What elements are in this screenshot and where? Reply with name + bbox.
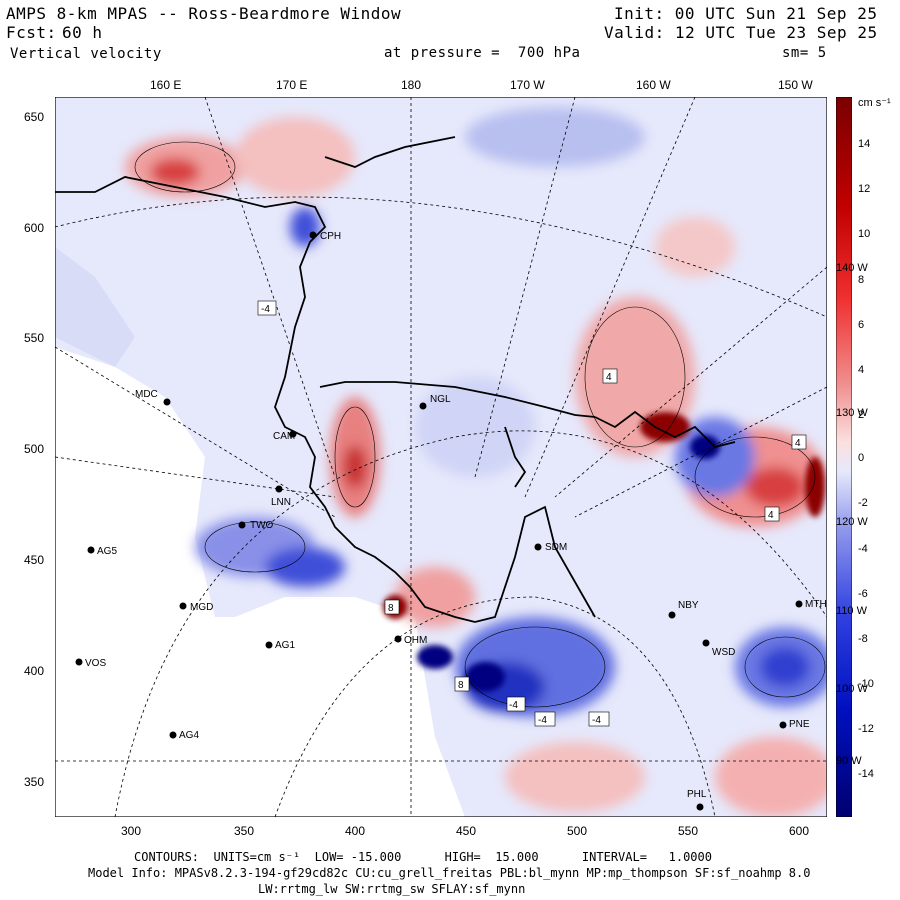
contour-label: 8 (388, 603, 394, 614)
plot-title: AMPS 8-km MPAS -- Ross-Beardmore Window (6, 4, 402, 23)
lon-label: 160 E (150, 78, 182, 92)
colorbar-label: 0 (858, 452, 865, 464)
colorbar-label: 10 (858, 228, 871, 240)
station-label: NBY (678, 600, 699, 611)
lon-marker: 140 W (836, 262, 868, 274)
station-label: LNN (271, 497, 291, 508)
init-time: Init: 00 UTC Sun 21 Sep 25 (614, 4, 878, 23)
station-label: MDC (135, 389, 158, 400)
lon-marker: 120 W (836, 516, 868, 528)
x-tick: 350 (234, 824, 255, 838)
colorbar (836, 97, 852, 817)
contour-label: -4 (592, 715, 601, 726)
no-data-region (55, 347, 465, 817)
velocity-field (125, 107, 827, 817)
colorbar-label: -4 (858, 543, 868, 555)
colorbar-label: -8 (858, 633, 868, 645)
x-tick: 600 (789, 824, 810, 838)
contours (134, 141, 826, 708)
y-tick: 650 (24, 110, 45, 124)
colorbar-label: 4 (858, 364, 865, 376)
colorbar-label: 8 (858, 274, 865, 286)
contour-label: 4 (606, 372, 612, 383)
station-label: OHM (404, 635, 427, 646)
velocity-cores (383, 412, 825, 692)
x-tick: 500 (567, 824, 588, 838)
contour-label: 4 (795, 438, 801, 449)
station-label: MTH (805, 599, 827, 610)
y-tick: 600 (24, 221, 45, 235)
x-tick: 450 (456, 824, 477, 838)
valid-time: Valid: 12 UTC Tue 23 Sep 25 (604, 23, 878, 42)
pressure-level: at pressure = 700 hPa (384, 45, 581, 61)
graticule (55, 97, 827, 817)
forecast-label: Fcst: (6, 23, 57, 42)
colorbar-label: -2 (858, 497, 868, 509)
lon-label: 160 W (636, 78, 671, 92)
contour-label: -4 (509, 700, 518, 711)
field-name: Vertical velocity (10, 46, 162, 62)
y-tick: 500 (24, 442, 45, 456)
contour-label: -4 (261, 304, 270, 315)
model-info: Model Info: MPASv8.2.3-194-gf29cd82c CU:… (88, 866, 811, 880)
colorbar-units: cm s⁻¹ (858, 97, 891, 109)
colorbar-label: -12 (858, 723, 874, 735)
x-tick: 400 (345, 824, 366, 838)
x-tick: 300 (121, 824, 142, 838)
y-tick: 550 (24, 331, 45, 345)
station-label: CAM (273, 431, 295, 442)
lon-label: 170 W (510, 78, 545, 92)
lon-marker: 100 W (836, 683, 868, 695)
y-tick: 400 (24, 664, 45, 678)
colorbar-label: -6 (858, 588, 868, 600)
station-label: TWO (250, 520, 274, 531)
colorbar-label: -10 (858, 678, 874, 690)
station-dots (75, 231, 803, 811)
station-label: CPH (320, 231, 341, 242)
coastline (55, 136, 736, 623)
lon-marker: 90 W (836, 755, 862, 767)
lon-label: 150 W (778, 78, 813, 92)
lon-marker: 110 W (836, 605, 867, 617)
station-label: VOS (85, 658, 106, 669)
model-info-physics: LW:rrtmg_lw SW:rrtmg_sw SFLAY:sf_mynn (258, 882, 526, 896)
contour-info: CONTOURS: UNITS=cm s⁻¹ LOW= -15.000 HIGH… (134, 850, 712, 864)
contour-label: -4 (538, 715, 547, 726)
lon-label: 170 E (276, 78, 308, 92)
station-label: PHL (687, 789, 707, 800)
colorbar-label: -14 (858, 768, 874, 780)
colorbar-label: 14 (858, 138, 871, 150)
station-label: AG1 (275, 640, 295, 651)
lon-marker: 130 W (836, 407, 868, 419)
colorbar-label: 2 (858, 409, 865, 421)
smoothing: sm= 5 (782, 45, 827, 61)
vertical-velocity-map: CPH MDC NGL CAM LNN TWO AG5 MGD AG1 VOS … (55, 97, 827, 817)
weak-descent-region (55, 247, 135, 367)
y-tick: 350 (24, 775, 45, 789)
y-tick: 450 (24, 553, 45, 567)
colorbar-label: 6 (858, 319, 865, 331)
station-label: AG5 (97, 546, 117, 557)
station-label: SDM (545, 542, 567, 553)
station-label: WSD (712, 647, 735, 658)
contour-value-labels: -4 4 4 4 -4 -4 -4 8 8 (257, 300, 807, 727)
station-label: MGD (190, 602, 213, 613)
station-label: AG4 (179, 730, 199, 741)
contour-label: 8 (458, 680, 464, 691)
colorbar-label: 12 (858, 183, 871, 195)
station-labels: CPH MDC NGL CAM LNN TWO AG5 MGD AG1 VOS … (85, 231, 827, 800)
contour-label: 4 (768, 510, 774, 521)
lon-label: 180 (401, 78, 422, 92)
forecast-value: 60 h (62, 23, 103, 42)
station-label: NGL (430, 394, 451, 405)
station-label: PNE (789, 719, 810, 730)
x-tick: 550 (678, 824, 699, 838)
